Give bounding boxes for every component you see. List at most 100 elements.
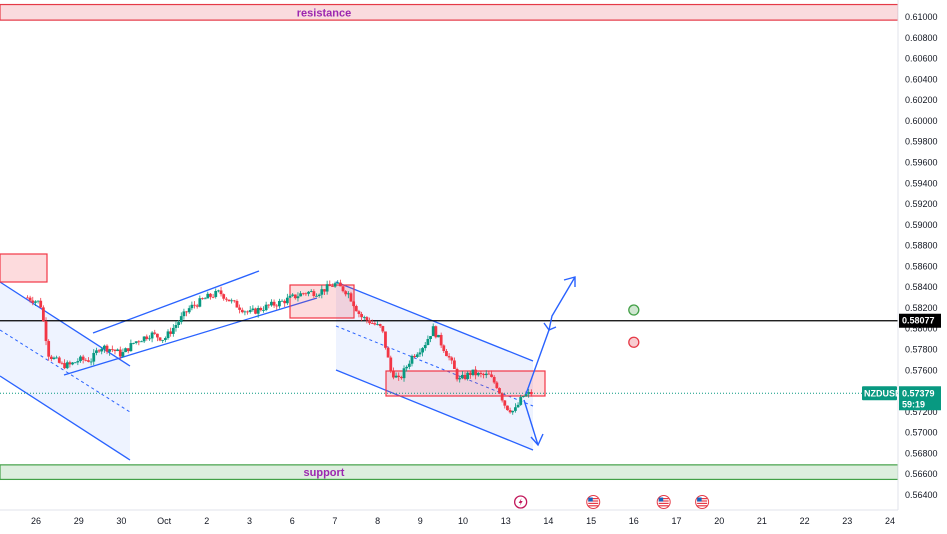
candle-body[interactable]: [484, 373, 488, 376]
candle-body[interactable]: [55, 357, 59, 359]
candle-body[interactable]: [299, 293, 303, 297]
candle-body[interactable]: [392, 370, 395, 378]
candle-body[interactable]: [182, 311, 186, 317]
candle-body[interactable]: [272, 301, 276, 306]
candle-body[interactable]: [405, 366, 409, 369]
candle-body[interactable]: [344, 291, 348, 295]
candle-body[interactable]: [190, 304, 194, 309]
candle-body[interactable]: [285, 297, 289, 304]
candle-body[interactable]: [304, 293, 308, 295]
candle-body[interactable]: [490, 374, 493, 377]
projection-down-arrowhead[interactable]: [530, 433, 544, 447]
time-axis[interactable]: 26 29 30 Oct 2 3 6 7 8 9 10 13 14 15 16 17 20 21 22 23 24: [31, 516, 895, 526]
candle-body[interactable]: [267, 304, 271, 306]
candle-body[interactable]: [211, 296, 215, 298]
candle-body[interactable]: [68, 362, 72, 365]
candle-body[interactable]: [44, 321, 48, 342]
candle-body[interactable]: [60, 362, 64, 364]
candle-body[interactable]: [222, 294, 226, 299]
candle-body[interactable]: [163, 338, 167, 340]
red-box-left[interactable]: [0, 253, 48, 283]
green-circle-marker[interactable]: [628, 304, 640, 316]
candle-body[interactable]: [357, 311, 361, 314]
candle-body[interactable]: [439, 334, 443, 346]
candle-body[interactable]: [445, 351, 448, 357]
candle-body[interactable]: [216, 290, 220, 292]
candle-body[interactable]: [376, 324, 379, 325]
candle-body[interactable]: [487, 373, 491, 375]
candle-body[interactable]: [193, 304, 196, 306]
candle-body[interactable]: [521, 396, 525, 398]
candle-body[interactable]: [243, 311, 247, 313]
candle-body[interactable]: [264, 304, 268, 311]
candle-body[interactable]: [270, 301, 273, 306]
candle-body[interactable]: [317, 294, 321, 296]
candle-body[interactable]: [113, 349, 117, 352]
candle-body[interactable]: [156, 333, 159, 338]
us-flag-icon[interactable]: [695, 495, 710, 509]
candle-body[interactable]: [437, 334, 440, 338]
channel-right-lower[interactable]: [335, 369, 534, 451]
candle-body[interactable]: [259, 308, 263, 311]
candle-body[interactable]: [161, 339, 165, 341]
candle-body[interactable]: [185, 311, 188, 313]
candle-body[interactable]: [177, 322, 181, 325]
candle-body[interactable]: [134, 341, 138, 343]
red-box-consolidation[interactable]: [385, 370, 546, 397]
candle-body[interactable]: [158, 337, 162, 341]
candle-body[interactable]: [198, 298, 202, 307]
candle-body[interactable]: [492, 376, 496, 383]
candle-body[interactable]: [450, 357, 454, 361]
channel-right-upper[interactable]: [335, 281, 534, 362]
candle-body[interactable]: [203, 298, 207, 300]
candle-body[interactable]: [201, 298, 204, 300]
candle-body[interactable]: [471, 369, 475, 375]
candle-body[interactable]: [219, 290, 223, 295]
projection-up-segment-2[interactable]: [548, 276, 576, 331]
candle-body[interactable]: [171, 327, 175, 334]
us-flag-icon[interactable]: [586, 495, 601, 509]
candle-body[interactable]: [418, 352, 422, 355]
candle-body[interactable]: [479, 372, 483, 375]
candle-body[interactable]: [291, 294, 295, 296]
candle-body[interactable]: [500, 393, 504, 401]
candle-body[interactable]: [460, 374, 464, 379]
candle-body[interactable]: [384, 331, 387, 348]
candle-body[interactable]: [397, 375, 401, 378]
candle-body[interactable]: [503, 400, 507, 406]
candle-body[interactable]: [129, 343, 133, 352]
candle-body[interactable]: [132, 342, 135, 344]
channel-left-lower[interactable]: [0, 375, 131, 461]
candle-body[interactable]: [508, 410, 512, 413]
candle-body[interactable]: [150, 332, 154, 339]
candle-body[interactable]: [142, 336, 146, 342]
candle-body[interactable]: [516, 404, 520, 408]
channel-left-upper[interactable]: [0, 281, 131, 367]
candle-body[interactable]: [368, 320, 371, 324]
candle-body[interactable]: [426, 339, 430, 345]
candle-body[interactable]: [140, 341, 143, 343]
candle-body[interactable]: [145, 336, 149, 339]
candle-body[interactable]: [352, 301, 356, 307]
candle-body[interactable]: [227, 299, 231, 302]
candle-body[interactable]: [415, 354, 419, 357]
channel-left-mid[interactable]: [0, 329, 131, 413]
plot-area[interactable]: resistance support: [0, 3, 898, 509]
candle-body[interactable]: [434, 326, 438, 338]
red-circle-marker[interactable]: [628, 336, 640, 348]
candle-body[interactable]: [187, 308, 191, 313]
candle-body[interactable]: [254, 308, 257, 314]
candle-body[interactable]: [28, 297, 32, 301]
channel-rising-upper[interactable]: [92, 270, 260, 334]
candle-body[interactable]: [323, 289, 326, 292]
candle-body[interactable]: [373, 323, 377, 325]
candle-body[interactable]: [394, 375, 398, 378]
candle-body[interactable]: [325, 284, 329, 292]
candle-body[interactable]: [87, 360, 90, 362]
candle-body[interactable]: [36, 300, 40, 302]
candle-body[interactable]: [209, 293, 212, 297]
candle-body[interactable]: [79, 356, 82, 362]
candle-body[interactable]: [421, 348, 424, 353]
candle-body[interactable]: [320, 289, 324, 295]
